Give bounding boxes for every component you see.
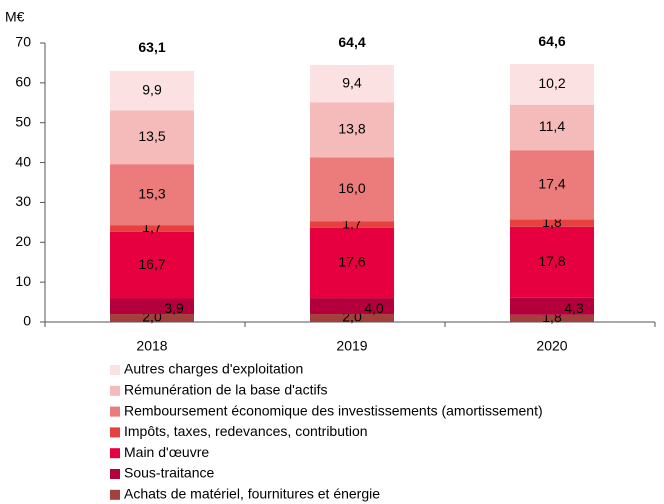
legend-label: Remboursement économique des investissem… (124, 402, 543, 418)
y-tick-label: 30 (15, 193, 31, 209)
x-tick-label: 2018 (136, 338, 167, 354)
total-label: 64,6 (538, 33, 565, 49)
x-tick-label: 2020 (536, 338, 567, 354)
data-label: 9,9 (142, 81, 162, 97)
bar-segment (310, 157, 394, 222)
legend-swatch (110, 365, 120, 375)
bar-segment (110, 110, 194, 165)
data-label: 15,3 (138, 185, 165, 201)
y-tick-label: 10 (15, 273, 31, 289)
data-label: 13,8 (338, 121, 365, 137)
data-label: 10,2 (538, 75, 565, 91)
data-label: 3,9 (164, 300, 184, 316)
bar-segment (510, 104, 594, 151)
x-tick-label: 2019 (336, 338, 367, 354)
total-label: 64,4 (338, 34, 365, 50)
y-tick-label: 20 (15, 233, 31, 249)
bar-segment (310, 64, 394, 103)
bar-segment (110, 298, 194, 315)
bar-segment (110, 164, 194, 226)
legend-swatch (110, 385, 120, 396)
bar-segment (510, 226, 594, 298)
bar-segment (510, 297, 594, 315)
bar-segment (310, 314, 394, 322)
bar-segment (110, 225, 194, 232)
data-label: 16,7 (138, 256, 165, 272)
legend-swatch (110, 489, 120, 500)
y-tick-label: 60 (15, 74, 31, 90)
legend-label: Autres charges d'exploitation (124, 361, 303, 377)
y-tick-label: 50 (15, 113, 31, 129)
legend-label: Sous-traitance (124, 465, 214, 481)
bar-segment (510, 314, 594, 322)
legend-swatch (110, 469, 120, 479)
y-tick-label: 40 (15, 153, 31, 169)
data-label: 16,0 (338, 180, 365, 196)
bar-segment (510, 219, 594, 227)
bar-segment (110, 231, 194, 299)
y-unit: M€ (5, 9, 25, 25)
data-label: 13,5 (138, 128, 165, 144)
data-label: 11,4 (539, 118, 565, 134)
y-tick-label: 0 (23, 313, 31, 329)
data-label: 4,3 (564, 300, 584, 316)
data-label: 17,6 (338, 254, 365, 270)
bar-segment (510, 150, 594, 220)
bar-segment (310, 227, 394, 299)
bar-segment (110, 70, 194, 111)
bar-segment (510, 64, 594, 105)
data-label: 17,4 (538, 176, 565, 192)
legend-swatch (110, 406, 120, 417)
data-label: 9,4 (342, 74, 362, 90)
legend-label: Rémunération de la base d'actifs (124, 382, 327, 398)
bar-segment (310, 298, 394, 315)
y-tick-label: 70 (15, 34, 31, 50)
legend-label: Impôts, taxes, redevances, contribution (124, 423, 368, 439)
legend-label: Achats de matériel, fournitures et énerg… (124, 486, 380, 502)
data-label: 17,8 (538, 253, 565, 269)
bar-segment (310, 102, 394, 158)
bar-segment (110, 314, 194, 322)
legend-swatch (110, 427, 120, 438)
legend-label: Main d'œuvre (124, 444, 209, 460)
data-label: 4,0 (364, 300, 384, 316)
legend-swatch (110, 448, 120, 459)
bar-segment (310, 221, 394, 228)
total-label: 63,1 (138, 39, 165, 55)
